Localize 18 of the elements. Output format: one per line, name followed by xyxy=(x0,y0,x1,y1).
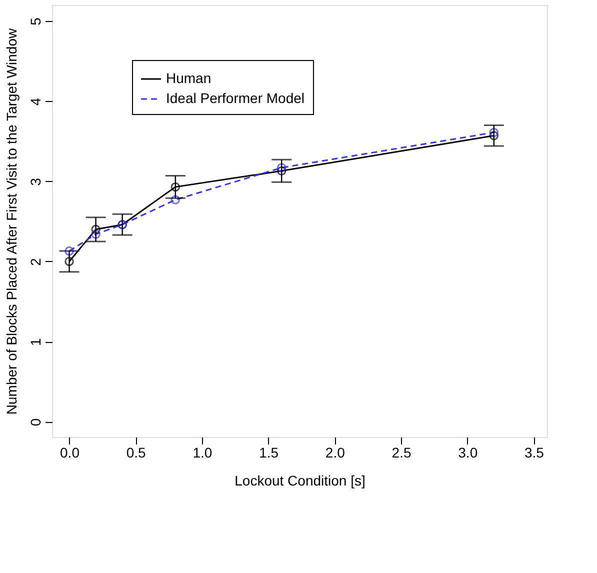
y-tick-label: 3 xyxy=(28,178,44,186)
x-axis-title: Lockout Condition [s] xyxy=(234,472,366,488)
x-tick-label: 3.0 xyxy=(458,444,478,460)
x-tick-label: 0.0 xyxy=(60,444,80,460)
y-tick-label: 5 xyxy=(28,17,44,26)
x-tick-label: 1.5 xyxy=(259,444,279,460)
y-tick-label: 2 xyxy=(28,258,44,266)
y-tick-label: 1 xyxy=(28,338,44,346)
x-tick-label: 2.0 xyxy=(325,444,346,460)
x-tick-label: 1.0 xyxy=(192,444,212,460)
legend-label: Ideal Performer Model xyxy=(166,90,305,106)
y-tick-label: 4 xyxy=(28,98,44,106)
legend-label: Human xyxy=(166,70,212,86)
x-tick-label: 3.5 xyxy=(524,444,544,460)
x-tick-label: 0.5 xyxy=(126,444,146,460)
y-tick-label: 0 xyxy=(28,418,44,426)
y-axis-title: Number of Blocks Placed After First Visit to the Target Window xyxy=(4,28,20,415)
x-tick-label: 2.5 xyxy=(392,444,412,460)
